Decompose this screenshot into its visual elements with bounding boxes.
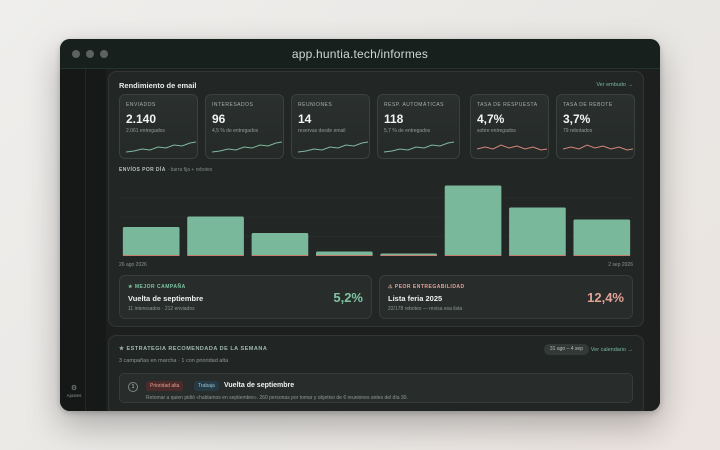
kpi-card[interactable]: REUNIONES 14 reservas desde email [291, 94, 370, 159]
kpi-sparkline [126, 141, 196, 153]
kpi-label: REUNIONES [298, 102, 333, 108]
category-badge: Trabaja [194, 381, 219, 391]
chart-caption: ENVÍOS POR DÍA · barra fija + rebotes [119, 167, 212, 173]
kpi-sparkline [477, 144, 547, 151]
send-bar [187, 216, 244, 256]
send-bar [251, 233, 309, 256]
daily-sends-chart [119, 178, 634, 256]
bounce-bar [251, 255, 309, 256]
strategy-title: ★ ESTRATEGIA RECOMENDADA DE LA SEMANA [119, 346, 268, 352]
kpi-label: ENVIADOS [126, 102, 156, 108]
kpi-card[interactable]: INTERESADOS 96 4,5 % de entregados [205, 94, 284, 159]
kpi-subtext: sobre entregados [477, 128, 516, 134]
kpi-value: 96 [212, 112, 226, 126]
send-bar [444, 185, 502, 256]
kpi-subtext: 4,5 % de entregados [212, 128, 259, 134]
close-dot[interactable] [72, 50, 80, 58]
priority-badge: Prioridad alta [146, 381, 184, 391]
kpi-card[interactable]: RESP. AUTOMÁTICAS 118 5,7 % de entregados [377, 94, 460, 159]
worst-deliverability-card[interactable]: ⚠ PEOR ENTREGABILIDAD Lista feria 2025 2… [379, 275, 633, 319]
send-bar [122, 227, 180, 256]
settings-nav-item[interactable]: ⚙ Ajustes [62, 385, 86, 398]
kpi-label: RESP. AUTOMÁTICAS [384, 102, 444, 108]
kpi-value: 14 [298, 112, 312, 126]
best-campaign-name: Vuelta de septiembre [128, 294, 204, 303]
bounce-bar [187, 255, 244, 256]
email-performance-panel: Rendimiento de email Ver embudo → ENVIAD… [108, 71, 644, 327]
kpi-sparkline [212, 141, 282, 153]
kpi-value: 2.140 [126, 112, 157, 126]
browser-window: app.huntia.tech/informes ⚙ Ajustes Rendi… [60, 39, 660, 411]
app-rail [60, 69, 86, 411]
bounce-bar [509, 255, 566, 256]
bounce-bar [122, 255, 180, 256]
kpi-sparkline [384, 141, 454, 153]
settings-label: Ajustes [66, 393, 82, 398]
panel-title: Rendimiento de email [119, 81, 197, 90]
title-bar: app.huntia.tech/informes [60, 39, 660, 69]
chart-caption-note: · barra fija + rebotes [167, 167, 213, 173]
kpi-value: 3,7% [563, 112, 591, 126]
kpi-label: TASA DE RESPUESTA [477, 102, 538, 108]
best-campaign-card[interactable]: ★ MEJOR CAMPAÑA Vuelta de septiembre 11 … [119, 275, 372, 319]
weekly-strategy-panel: ★ ESTRATEGIA RECOMENDADA DE LA SEMANA 3 … [108, 335, 644, 411]
maximize-dot[interactable] [100, 50, 108, 58]
kpi-card[interactable]: TASA DE REBOTE 3,7% 79 rebotados [556, 94, 635, 159]
week-range-badge: 31 ago – 4 sep [543, 344, 589, 355]
chart-start-date: 26 ago 2026 [119, 262, 147, 268]
gear-icon: ⚙ [70, 385, 78, 392]
kpi-subtext: 79 rebotados [563, 128, 593, 134]
kpi-label: TASA DE REBOTE [563, 102, 613, 108]
bounce-bar [380, 255, 438, 256]
best-campaign-tag: ★ MEJOR CAMPAÑA [128, 284, 186, 290]
bounce-bar [573, 255, 631, 256]
kpi-value: 118 [384, 112, 404, 126]
view-funnel-link[interactable]: Ver embudo → [596, 82, 633, 88]
strategy-item-title: Vuelta de septiembre [224, 382, 295, 389]
kpi-subtext: 5,7 % de entregados [384, 128, 431, 134]
address-url[interactable]: app.huntia.tech/informes [291, 47, 429, 61]
secondary-rail [86, 69, 106, 411]
best-campaign-meta: 11 interesados · 212 enviados [128, 306, 195, 312]
send-bar [573, 219, 631, 256]
chart-end-date: 2 sep 2026 [608, 262, 633, 268]
kpi-subtext: reservas desde email [298, 128, 346, 134]
minimize-dot[interactable] [86, 50, 94, 58]
chart-caption-main: ENVÍOS POR DÍA [119, 167, 166, 173]
kpi-card[interactable]: ENVIADOS 2.140 2.061 entregados [119, 94, 198, 159]
strategy-subtitle: 3 campañas en marcha · 1 con prioridad a… [119, 358, 229, 364]
view-calendar-link[interactable]: Ver calendario → [590, 347, 633, 353]
kpi-value: 4,7% [477, 112, 505, 126]
bounce-bar [444, 255, 502, 256]
kpi-sparkline [298, 141, 368, 153]
bounce-bar [315, 255, 373, 256]
send-bar [315, 251, 373, 256]
worst-deliverability-name: Lista feria 2025 [388, 294, 443, 303]
kpi-sparkline [563, 144, 633, 151]
worst-deliverability-meta: 22/178 rebotes — revisa esa lista [388, 306, 463, 312]
item-number: 1 [128, 382, 138, 392]
best-campaign-rate: 5,2% [333, 290, 363, 305]
kpi-label: INTERESADOS [212, 102, 254, 108]
strategy-item[interactable]: 1 Prioridad alta Trabaja Vuelta de septi… [119, 373, 633, 403]
strategy-item-description: Retomar a quien pidió «hablamos en septi… [146, 395, 408, 401]
kpi-card[interactable]: TASA DE RESPUESTA 4,7% sobre entregados [470, 94, 549, 159]
worst-deliverability-rate: 12,4% [587, 290, 624, 305]
send-bar [509, 207, 566, 256]
worst-deliverability-tag: ⚠ PEOR ENTREGABILIDAD [388, 284, 465, 290]
kpi-subtext: 2.061 entregados [126, 128, 165, 134]
